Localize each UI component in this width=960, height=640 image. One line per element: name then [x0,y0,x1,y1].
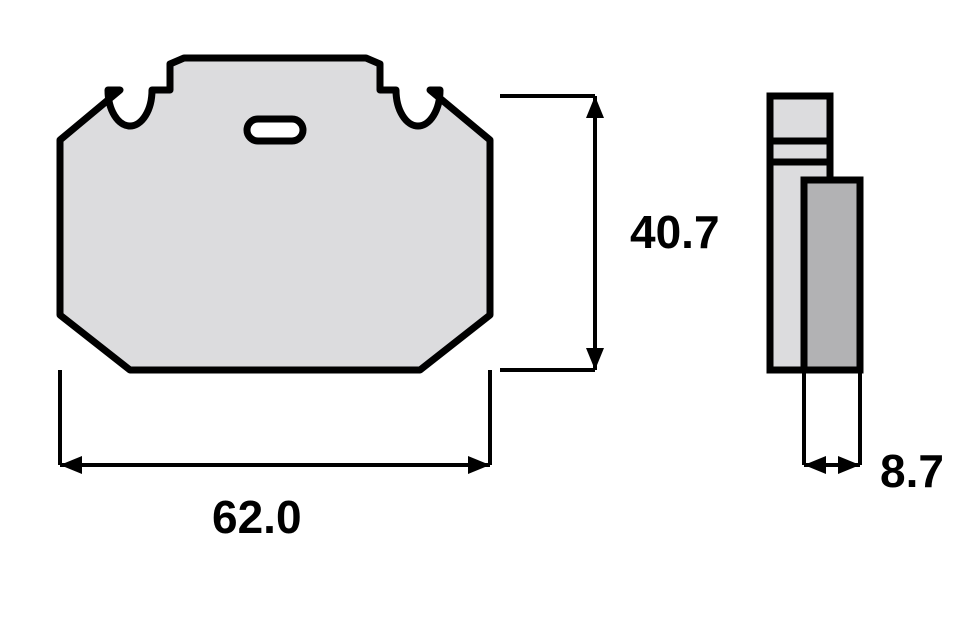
dimension-arrow [838,456,860,474]
dimension-arrow [804,456,826,474]
dimension-arrow [60,456,82,474]
dimension-height-label: 40.7 [630,205,720,259]
dimension-width-label: 62.0 [212,490,302,544]
diagram-canvas: 62.0 40.7 8.7 [0,0,960,640]
brake-pad-slot [247,119,303,141]
dimension-thickness-label: 8.7 [880,444,944,498]
drawing-svg [0,0,960,640]
dimension-arrow [586,96,604,118]
brake-pad-side-friction [804,180,860,370]
brake-pad-front-outline [60,58,490,370]
dimension-arrow [586,348,604,370]
dimension-arrow [468,456,490,474]
